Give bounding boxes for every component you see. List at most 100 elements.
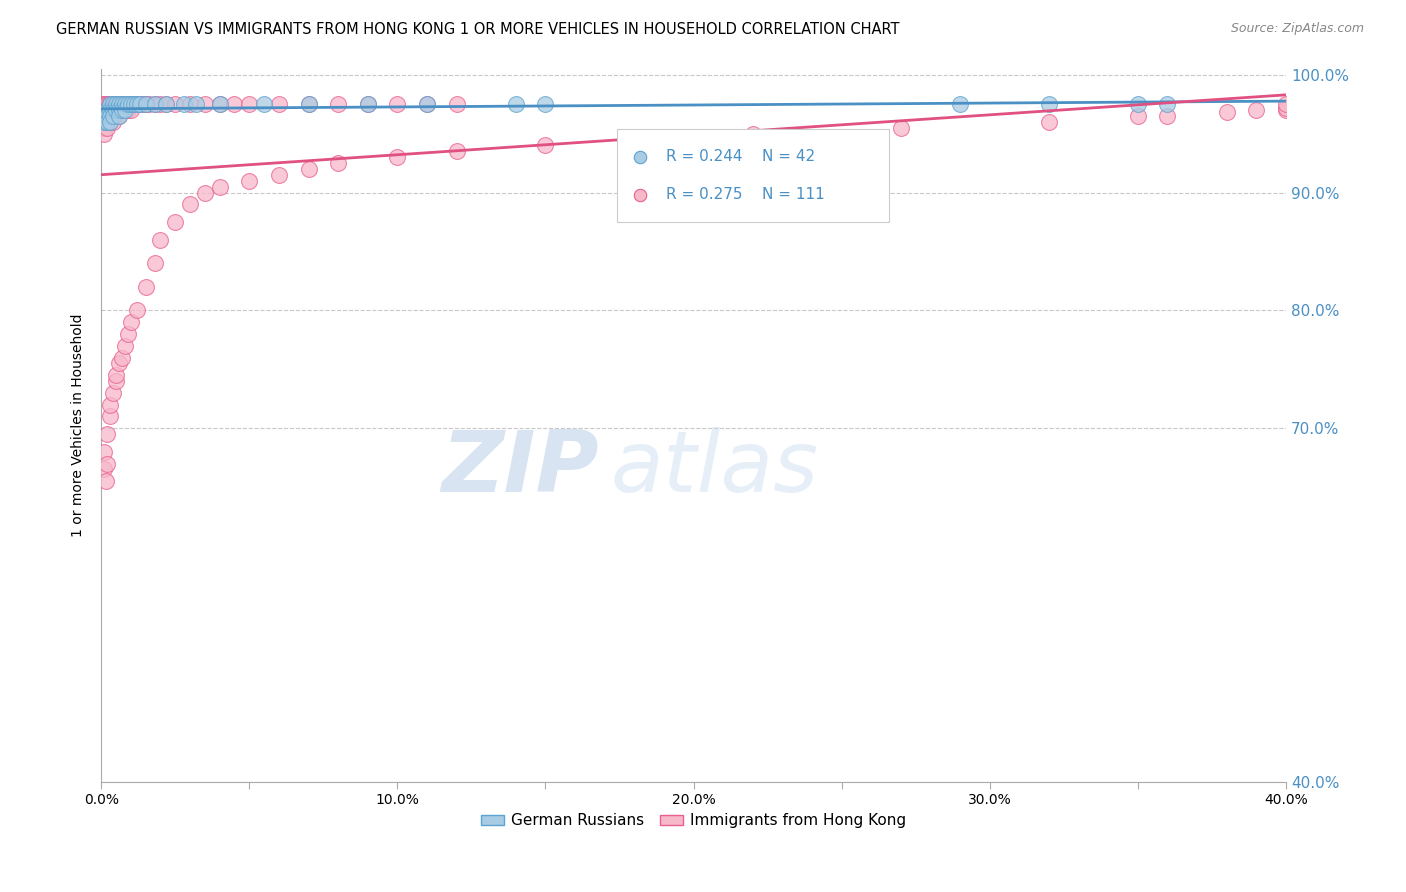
Point [122,97,145,112]
Point [120,97,142,112]
Point [165,97,187,112]
Point [623,132,645,146]
Point [101,385,124,400]
Point [138,97,160,112]
Point [387,97,409,112]
Point [208,97,231,112]
Text: GERMAN RUSSIAN VS IMMIGRANTS FROM HONG KONG 1 OR MORE VEHICLES IN HOUSEHOLD CORR: GERMAN RUSSIAN VS IMMIGRANTS FROM HONG K… [56,22,900,37]
Point [125,97,148,112]
Point [208,97,231,112]
Point [111,103,134,117]
Point [117,97,139,112]
Point [416,97,439,112]
Point [114,97,136,112]
Point [149,97,172,112]
Point [143,97,166,112]
Point [96,115,118,129]
Point [135,280,157,294]
Point [108,356,131,370]
Point [128,97,150,112]
Text: atlas: atlas [610,426,818,509]
Point [100,103,122,117]
Point [890,120,912,135]
Point [155,97,177,112]
Point [194,186,217,200]
Point [97,103,120,117]
Point [108,97,131,112]
FancyBboxPatch shape [617,129,889,222]
Point [949,97,972,112]
Point [94,97,117,112]
Point [328,97,350,112]
Point [91,103,114,117]
Point [101,115,124,129]
Point [111,103,134,117]
Text: R = 0.244    N = 42: R = 0.244 N = 42 [666,150,815,164]
Point [387,150,409,164]
Point [98,103,121,117]
Point [96,109,118,123]
Point [135,97,157,112]
Point [93,115,115,129]
Point [1275,97,1298,112]
Point [122,97,145,112]
Point [120,315,142,329]
Point [357,97,380,112]
Point [111,97,134,112]
Point [1038,97,1060,112]
Point [125,303,148,318]
Point [94,103,117,117]
Point [120,97,142,112]
Point [416,97,439,112]
Point [97,97,120,112]
Point [173,97,195,112]
Point [101,103,124,117]
Point [111,351,134,365]
Point [446,97,468,112]
Point [446,145,468,159]
Point [297,97,319,112]
Y-axis label: 1 or more Vehicles in Household: 1 or more Vehicles in Household [72,313,86,537]
Point [357,97,380,112]
Point [100,97,122,112]
Point [155,97,177,112]
Point [1156,109,1178,123]
Point [98,409,121,424]
Point [93,109,115,123]
Point [105,368,128,383]
Point [105,103,128,117]
Point [135,97,157,112]
Point [105,97,128,112]
Point [114,103,136,117]
Point [238,97,260,112]
Point [96,115,118,129]
Point [534,138,557,153]
Legend: German Russians, Immigrants from Hong Kong: German Russians, Immigrants from Hong Ko… [475,807,912,835]
Point [93,127,115,141]
Point [194,97,217,112]
Point [96,103,118,117]
Point [267,168,290,182]
Point [114,103,136,117]
Point [93,444,115,458]
Point [165,215,187,229]
Point [1246,103,1268,117]
Point [96,120,118,135]
Point [93,120,115,135]
Point [1215,105,1237,120]
Point [94,474,117,488]
Point [94,109,117,123]
Point [1156,97,1178,112]
Point [98,115,121,129]
Text: Source: ZipAtlas.com: Source: ZipAtlas.com [1230,22,1364,36]
Point [98,103,121,117]
Point [105,374,128,388]
Point [98,97,121,112]
Point [111,97,134,112]
Point [297,97,319,112]
Point [534,97,557,112]
Point [101,109,124,123]
Point [96,97,118,112]
Point [253,97,276,112]
Point [101,97,124,112]
